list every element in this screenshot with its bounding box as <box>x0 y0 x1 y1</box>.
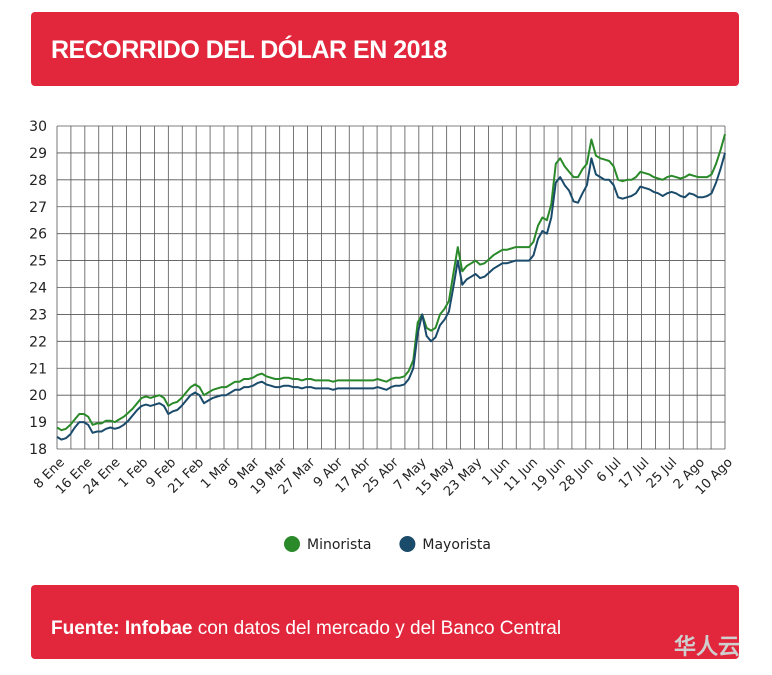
y-tick-label: 22 <box>29 334 47 350</box>
page-title: RECORRIDO DEL DÓLAR EN 2018 <box>51 36 447 64</box>
y-tick-label: 27 <box>29 200 47 216</box>
y-tick-label: 29 <box>29 146 47 162</box>
legend-swatch <box>284 536 300 552</box>
chart-series <box>56 133 726 441</box>
y-tick-label: 19 <box>29 415 47 431</box>
series-line-mayorista <box>56 152 726 441</box>
series-line-minorista <box>56 133 726 432</box>
legend-label: Mayorista <box>422 537 491 553</box>
chart-grid <box>56 125 726 450</box>
y-tick-label: 28 <box>29 173 47 189</box>
y-tick-label: 18 <box>29 442 47 458</box>
source-description: con datos del mercado y del Banco Centra… <box>197 618 562 639</box>
source-bar: Fuente: Infobae con datos del mercado y … <box>31 585 739 659</box>
y-tick-label: 20 <box>29 388 47 404</box>
y-tick-label: 23 <box>29 307 47 323</box>
y-tick-label: 30 <box>29 119 47 135</box>
legend-item-minorista[interactable]: Minorista <box>284 536 371 553</box>
legend-item-mayorista[interactable]: Mayorista <box>399 536 491 553</box>
source-label: Fuente: <box>51 618 120 639</box>
y-tick-label: 25 <box>29 254 47 270</box>
y-axis-ticks: 18 19 20 21 22 23 24 25 26 27 28 29 30 <box>29 119 47 458</box>
x-tick-label: 17 Jul <box>616 455 652 491</box>
y-tick-label: 24 <box>29 281 47 297</box>
title-bar: RECORRIDO DEL DÓLAR EN 2018 <box>31 12 739 86</box>
y-tick-label: 21 <box>29 361 47 377</box>
legend-label: Minorista <box>307 537 371 553</box>
source-brand: Infobae <box>124 618 193 639</box>
source-note: Fuente: Infobae con datos del mercado y … <box>51 618 561 640</box>
x-tick-label: 1 Feb <box>116 455 152 491</box>
y-tick-label: 26 <box>29 227 47 243</box>
watermark: 华人云 <box>673 635 740 660</box>
legend-swatch <box>399 536 416 552</box>
chart-legend[interactable]: Minorista Mayorista <box>284 536 491 553</box>
